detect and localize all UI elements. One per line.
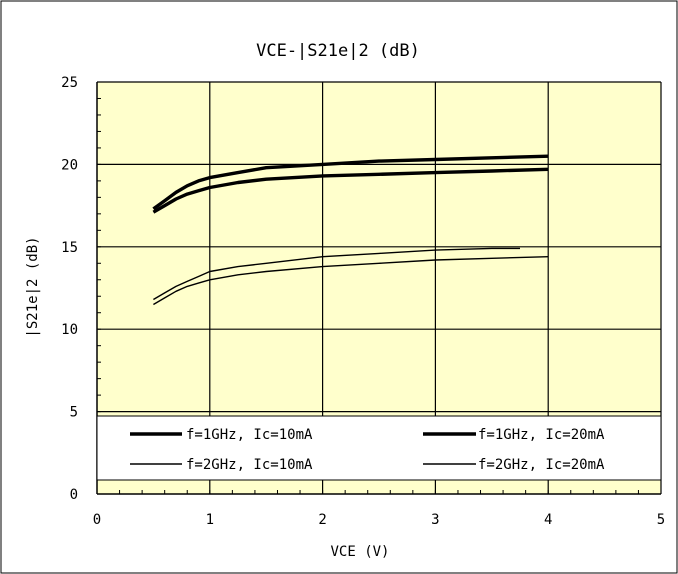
series-line-3	[153, 256, 549, 306]
legend-label-2: f=1GHz, Ic=20mA	[478, 427, 605, 443]
legend-label-4: f=2GHz, Ic=20mA	[478, 457, 605, 473]
x-tick-label: 0	[93, 512, 101, 528]
series-group	[152, 154, 549, 306]
y-tick-label: 25	[61, 75, 78, 91]
series-line-2	[152, 154, 549, 211]
legend: f=1GHz, Ic=10mA f=1GHz, Ic=20mA f=2GHz, Ic…	[96, 415, 662, 481]
tick-labels: 0 1 2 3 4 5 0 5 10 15 20 25	[61, 75, 665, 528]
x-axis-label: VCE (V)	[330, 544, 389, 560]
x-tick-label: 2	[318, 512, 326, 528]
x-tick-label: 4	[544, 512, 552, 528]
y-tick-label: 15	[61, 240, 78, 256]
y-tick-label: 5	[70, 405, 78, 421]
legend-box	[96, 415, 662, 481]
series-line-1	[152, 167, 549, 214]
legend-label-1: f=1GHz, Ic=10mA	[186, 427, 313, 443]
x-tick-label: 1	[206, 512, 214, 528]
series-line-4	[153, 247, 520, 301]
y-tick-label: 20	[61, 157, 78, 173]
y-tick-label: 0	[70, 487, 78, 503]
x-tick-label: 3	[431, 512, 439, 528]
legend-label-3: f=2GHz, Ic=10mA	[186, 457, 313, 473]
x-tick-label: 5	[657, 512, 665, 528]
y-axis-label: |S21e|2 (dB)	[25, 236, 41, 337]
y-tick-label: 10	[61, 322, 78, 338]
chart-title: VCE-|S21e|2 (dB)	[256, 41, 420, 61]
